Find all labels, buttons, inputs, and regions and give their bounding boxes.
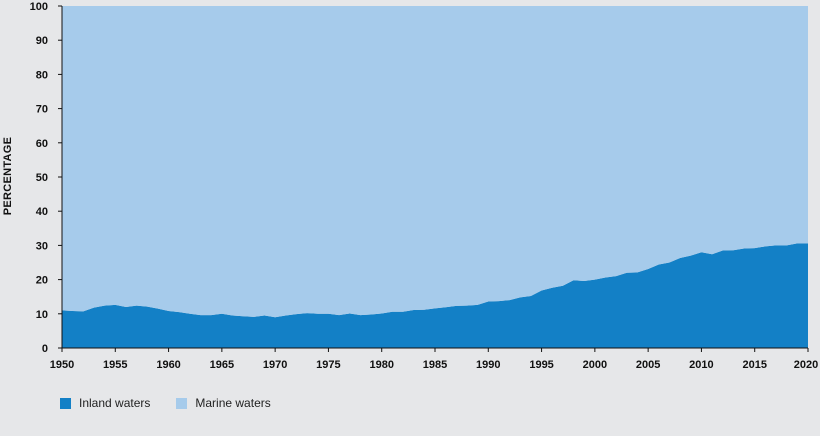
x-tick-label-1955: 1955: [103, 359, 127, 371]
x-tick-label-1985: 1985: [423, 359, 447, 371]
x-tick-label-2010: 2010: [689, 359, 713, 371]
x-tick-label-2015: 2015: [742, 359, 766, 371]
legend: Inland waters Marine waters: [60, 396, 297, 410]
y-tick-label-80: 80: [36, 69, 48, 81]
y-tick-label-60: 60: [36, 138, 48, 150]
y-tick-label-10: 10: [36, 309, 48, 321]
x-tick-label-1950: 1950: [50, 359, 74, 371]
x-tick-label-2005: 2005: [636, 359, 660, 371]
y-tick-labels: 0 10 20 30 40 50 60 70 80 90 100: [30, 1, 48, 355]
series-area-inland-waters: [62, 243, 808, 348]
y-tick-label-30: 30: [36, 240, 48, 252]
axes-layer: [58, 5, 809, 352]
x-tick-labels: 1950 1955 1960 1965 1970 1975 1980 1985 1990 1995…: [50, 359, 818, 371]
y-tick-label-0: 0: [42, 343, 48, 355]
y-tick-label-50: 50: [36, 172, 48, 184]
x-tick-label-1995: 1995: [529, 359, 553, 371]
y-tick-label-90: 90: [36, 35, 48, 47]
legend-item-marine: Marine waters: [176, 396, 271, 410]
x-tick-label-1990: 1990: [476, 359, 500, 371]
legend-swatch-inland: [60, 397, 71, 409]
x-tick-label-1965: 1965: [210, 359, 234, 371]
y-axis-title: PERCENTAGE: [2, 137, 14, 216]
legend-item-inland: Inland waters: [60, 396, 150, 410]
x-tick-label-2000: 2000: [583, 359, 607, 371]
x-tick-label-1960: 1960: [156, 359, 180, 371]
x-tick-label-2020: 2020: [794, 359, 818, 371]
y-tick-label-100: 100: [30, 1, 48, 13]
y-tick-label-70: 70: [36, 104, 48, 116]
x-tick-label-1970: 1970: [263, 359, 287, 371]
series-area-marine-waters: [62, 6, 808, 318]
area-layer: [62, 6, 808, 348]
y-tick-label-20: 20: [36, 275, 48, 287]
legend-swatch-marine: [176, 397, 188, 409]
x-tick-label-1980: 1980: [369, 359, 393, 371]
legend-label-marine: Marine waters: [195, 396, 271, 410]
legend-label-inland: Inland waters: [79, 396, 151, 410]
y-tick-label-40: 40: [36, 206, 48, 218]
x-tick-label-1975: 1975: [316, 359, 340, 371]
